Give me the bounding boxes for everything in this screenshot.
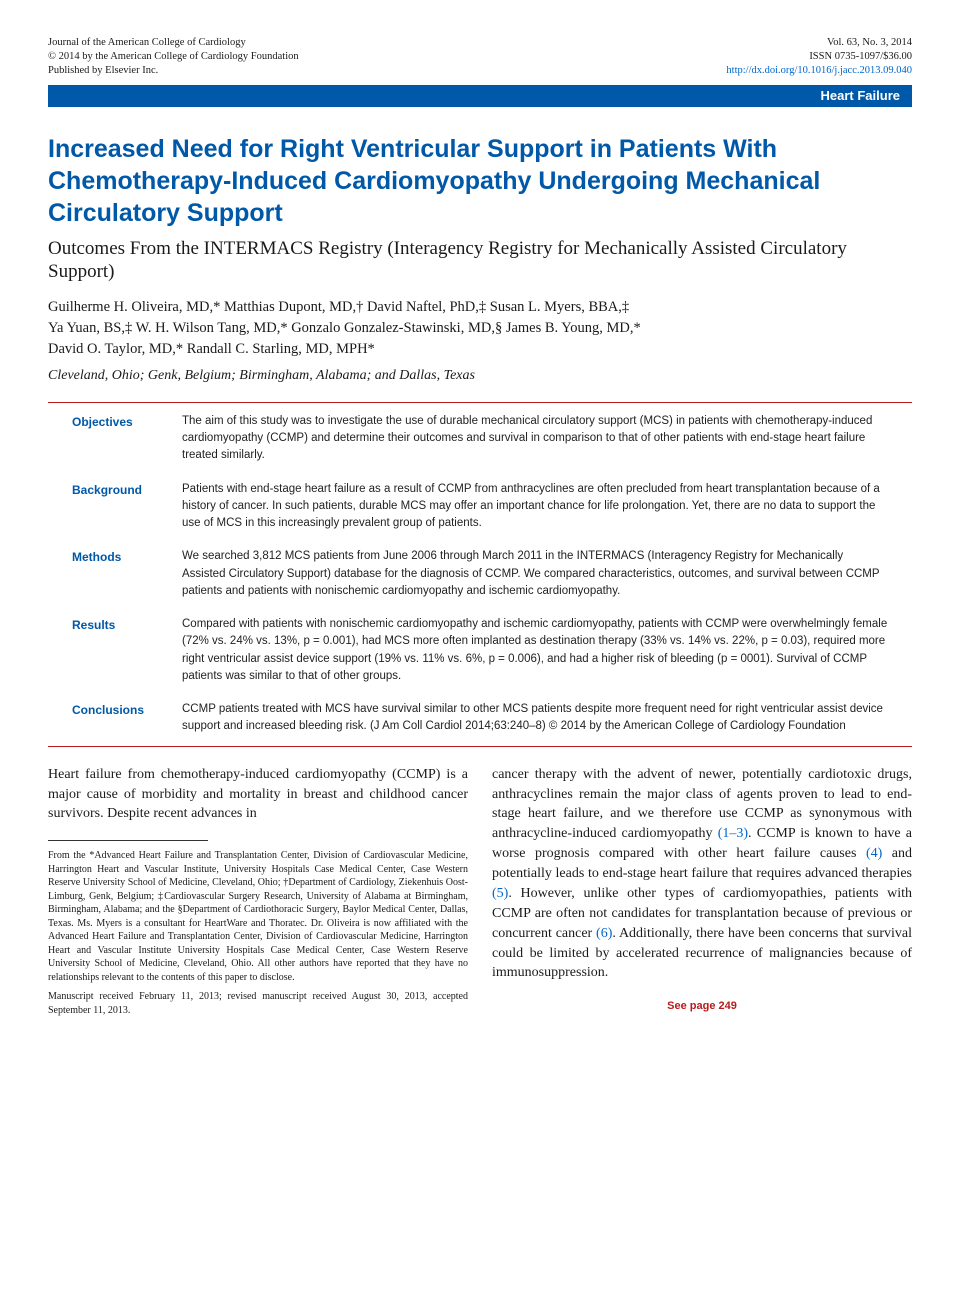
page-header: Journal of the American College of Cardi… xyxy=(48,36,912,79)
intro-paragraph-left: Heart failure from chemotherapy-induced … xyxy=(48,765,468,825)
abstract-results-row: Results Compared with patients with noni… xyxy=(72,616,888,685)
abstract-label-methods: Methods xyxy=(72,548,182,600)
ref-link-1-3[interactable]: (1–3) xyxy=(718,826,748,841)
abstract-label-background: Background xyxy=(72,481,182,533)
copyright-line: © 2014 by the American College of Cardio… xyxy=(48,50,299,64)
title-block: Increased Need for Right Ventricular Sup… xyxy=(48,133,912,384)
footnote-manuscript: Manuscript received February 11, 2013; r… xyxy=(48,990,468,1017)
affiliations: Cleveland, Ohio; Genk, Belgium; Birmingh… xyxy=(48,368,912,384)
column-left: Heart failure from chemotherapy-induced … xyxy=(48,765,468,1018)
abstract-text-methods: We searched 3,812 MCS patients from June… xyxy=(182,548,888,600)
authors-line-3: David O. Taylor, MD,* Randall C. Starlin… xyxy=(48,339,912,360)
header-left: Journal of the American College of Cardi… xyxy=(48,36,299,79)
category-bar: Heart Failure xyxy=(48,85,912,107)
publisher-line: Published by Elsevier Inc. xyxy=(48,64,299,78)
article-subtitle: Outcomes From the INTERMACS Registry (In… xyxy=(48,237,912,283)
abstract-objectives-row: Objectives The aim of this study was to … xyxy=(72,413,888,465)
issn-info: ISSN 0735-1097/$36.00 xyxy=(726,50,912,64)
rule-bottom xyxy=(48,746,912,747)
abstract-label-conclusions: Conclusions xyxy=(72,701,182,736)
footnotes-block: From the *Advanced Heart Failure and Tra… xyxy=(48,849,468,1017)
abstract-label-objectives: Objectives xyxy=(72,413,182,465)
authors-list: Guilherme H. Oliveira, MD,* Matthias Dup… xyxy=(48,297,912,360)
abstract-text-background: Patients with end-stage heart failure as… xyxy=(182,481,888,533)
abstract-text-objectives: The aim of this study was to investigate… xyxy=(182,413,888,465)
abstract-background-row: Background Patients with end-stage heart… xyxy=(72,481,888,533)
doi-link[interactable]: http://dx.doi.org/10.1016/j.jacc.2013.09… xyxy=(726,64,912,78)
body-columns: Heart failure from chemotherapy-induced … xyxy=(48,765,912,1018)
abstract-text-conclusions: CCMP patients treated with MCS have surv… xyxy=(182,701,888,736)
intro-paragraph-right: cancer therapy with the advent of newer,… xyxy=(492,765,912,984)
article-title: Increased Need for Right Ventricular Sup… xyxy=(48,133,912,229)
volume-info: Vol. 63, No. 3, 2014 xyxy=(726,36,912,50)
header-right: Vol. 63, No. 3, 2014 ISSN 0735-1097/$36.… xyxy=(726,36,912,79)
category-badge: Heart Failure xyxy=(821,88,900,103)
journal-name: Journal of the American College of Cardi… xyxy=(48,36,299,50)
footnote-affiliations: From the *Advanced Heart Failure and Tra… xyxy=(48,849,468,984)
abstract-label-results: Results xyxy=(72,616,182,685)
ref-link-5[interactable]: (5) xyxy=(492,886,508,901)
authors-line-2: Ya Yuan, BS,‡ W. H. Wilson Tang, MD,* Go… xyxy=(48,318,912,339)
authors-line-1: Guilherme H. Oliveira, MD,* Matthias Dup… xyxy=(48,297,912,318)
column-right: cancer therapy with the advent of newer,… xyxy=(492,765,912,1018)
ref-link-4[interactable]: (4) xyxy=(866,846,882,861)
structured-abstract: Objectives The aim of this study was to … xyxy=(48,403,912,746)
see-page-callout: See page 249 xyxy=(492,999,912,1015)
ref-link-6[interactable]: (6) xyxy=(596,926,612,941)
footnote-rule xyxy=(48,840,208,841)
abstract-conclusions-row: Conclusions CCMP patients treated with M… xyxy=(72,701,888,736)
abstract-methods-row: Methods We searched 3,812 MCS patients f… xyxy=(72,548,888,600)
abstract-text-results: Compared with patients with nonischemic … xyxy=(182,616,888,685)
